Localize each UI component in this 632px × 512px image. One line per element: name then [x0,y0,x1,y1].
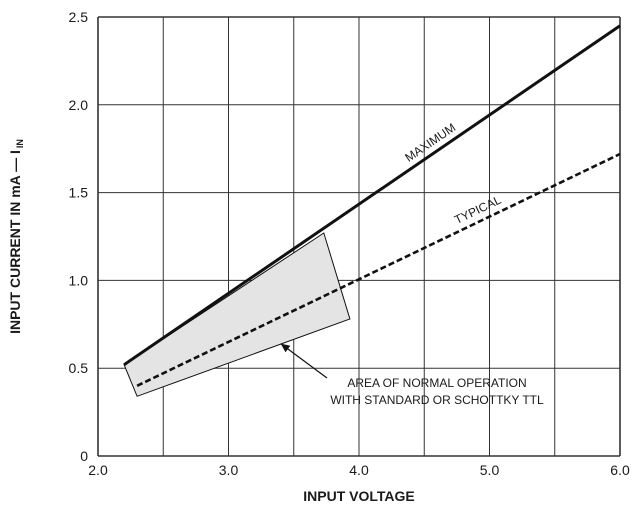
y-axis-title-subscript: IN [15,139,25,148]
normal-operation-region [123,232,351,397]
region-annotation-line-2: WITH STANDARD OR SCHOTTKY TTL [330,393,544,407]
x-tick-label: 3.0 [219,462,239,478]
annotation-arrowhead [280,343,291,353]
y-axis-title: INPUT CURRENT IN mA — I IN [7,139,25,334]
y-axis-title-main: INPUT CURRENT IN mA — I [7,150,23,334]
y-tick-label: 2.5 [69,9,89,25]
tick-labels: 2.0 3.0 4.0 5.0 6.0 0 0.5 1.0 1.5 2.0 2.5 [69,9,630,478]
y-tick-label: 0 [80,448,88,464]
x-tick-label: 6.0 [610,462,630,478]
x-tick-label: 5.0 [480,462,500,478]
series-line-typical [136,152,621,387]
y-tick-label: 2.0 [69,97,89,113]
y-tick-label: 0.5 [69,360,89,376]
x-tick-label: 4.0 [349,462,369,478]
x-axis-title: INPUT VOLTAGE [303,488,414,504]
annotation-leader-line [280,343,328,379]
x-tick-label: 2.0 [88,462,108,478]
series-line-maximum [123,24,621,366]
region-polygon [123,232,351,397]
y-tick-label: 1.5 [69,185,89,201]
y-tick-label: 1.0 [69,272,89,288]
region-annotation-line-1: AREA OF NORMAL OPERATION [347,376,526,390]
grid [97,16,621,457]
series-lines [123,24,621,387]
